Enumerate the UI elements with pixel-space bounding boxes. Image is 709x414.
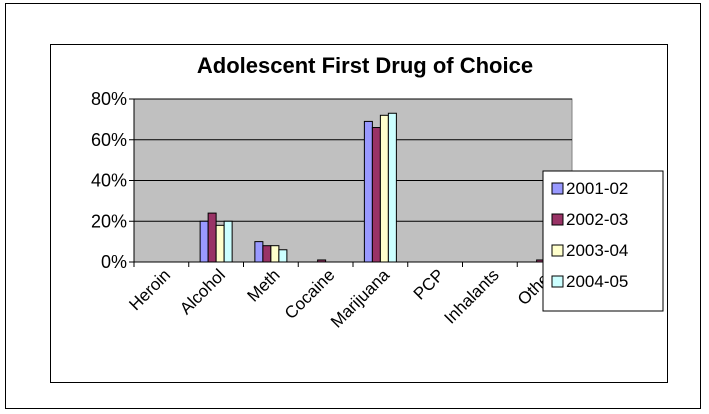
x-category-label: Alcohol (176, 265, 229, 318)
legend-label: 2001-02 (566, 179, 628, 198)
bar (207, 212, 217, 263)
bar (223, 220, 233, 263)
chart-title: Adolescent First Drug of Choice (197, 53, 533, 78)
y-tick-label: 0% (101, 252, 127, 272)
x-category-label: Inhalants (440, 265, 502, 327)
bar (387, 112, 397, 263)
chart-frame: Adolescent First Drug of Choice 0% 20% 40%… (5, 3, 701, 409)
legend-swatch (551, 275, 564, 288)
bar (199, 220, 209, 263)
legend-label: 2002-03 (566, 210, 628, 229)
bar (270, 245, 280, 263)
chart-svg: Adolescent First Drug of Choice 0% 20% 40%… (91, 53, 664, 332)
legend-label: 2003-04 (566, 241, 628, 260)
plot-area (133, 98, 573, 263)
x-category-label: Meth (244, 265, 284, 305)
x-category-label: PCP (410, 265, 448, 303)
x-category-label: Heroin (125, 265, 174, 314)
bar (363, 120, 373, 263)
bar (278, 249, 288, 263)
y-tick-label: 20% (91, 211, 127, 231)
x-category-label: Marijuana (327, 265, 394, 332)
bar (379, 114, 389, 263)
legend-label: 2004-05 (566, 272, 628, 291)
legend-swatch (551, 244, 564, 257)
y-tick-label: 80% (91, 89, 127, 109)
chart-area: Adolescent First Drug of Choice 0% 20% 40%… (50, 44, 668, 383)
bar (215, 224, 225, 263)
legend: 2001-02 2002-03 2003-04 2004-05 (542, 170, 664, 312)
y-tick-label: 60% (91, 130, 127, 150)
bar (254, 241, 264, 263)
bar (371, 127, 381, 263)
legend-swatch (551, 213, 564, 226)
bar (262, 245, 272, 263)
y-tick-label: 40% (91, 171, 127, 191)
legend-swatch (551, 182, 564, 195)
